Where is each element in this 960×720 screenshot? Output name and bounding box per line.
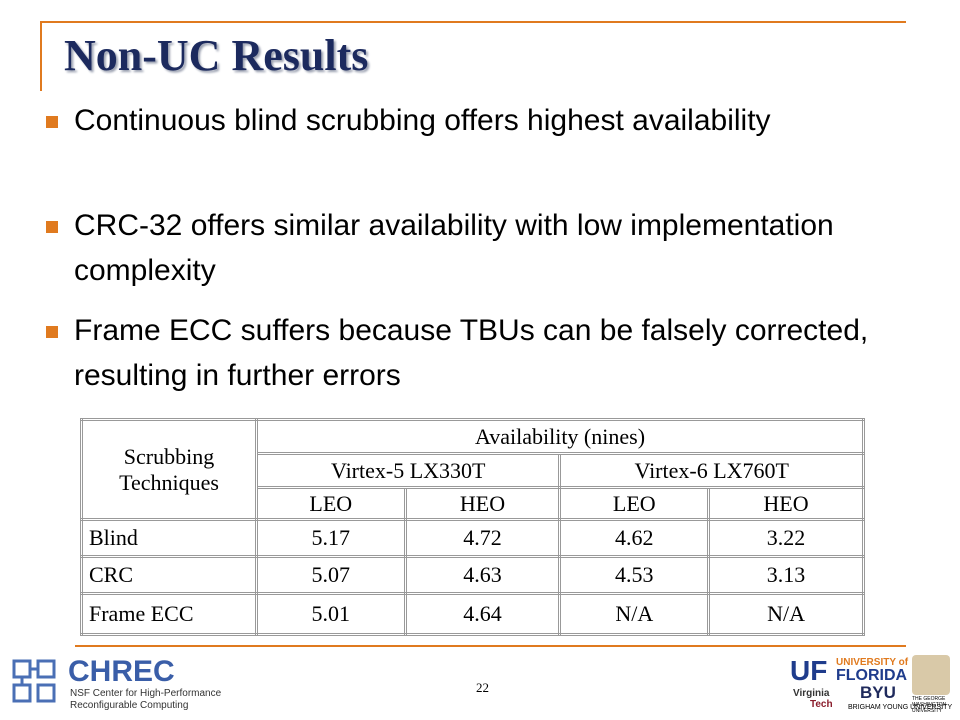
gwu-text: THE GEORGE WASHINGTON UNIVERSITY xyxy=(912,696,947,714)
chrec-text: Reconfigurable Computing xyxy=(70,700,189,711)
row-label: CRC xyxy=(80,555,258,595)
bullet-marker xyxy=(46,221,58,233)
orbit-header: LEO xyxy=(255,486,407,521)
table-cell: 4.53 xyxy=(558,555,711,595)
vt-text: Tech xyxy=(810,699,833,710)
table-cell: 4.72 xyxy=(403,518,562,558)
table-cell: 4.64 xyxy=(403,592,562,636)
gwu-seal xyxy=(912,655,950,695)
row-label: Blind xyxy=(80,518,258,558)
table-cell: 5.01 xyxy=(255,592,407,636)
vt-text: Virginia xyxy=(793,688,830,699)
table-cell: N/A xyxy=(707,592,865,636)
frame-top xyxy=(40,21,906,23)
bullet: Frame ECC suffers because TBUs can be fa… xyxy=(74,314,869,392)
title: Non-UC Results xyxy=(64,31,369,80)
table-cell: 3.13 xyxy=(707,555,865,595)
chrec-logo: CHREC xyxy=(68,655,175,688)
orbit-header: HEO xyxy=(707,486,865,521)
bullet: CRC-32 offers similar availability with … xyxy=(74,209,834,287)
byu-logo: BYU xyxy=(860,683,896,702)
corner-header: Scrubbing Techniques xyxy=(80,418,258,521)
table-cell: 3.22 xyxy=(707,518,865,558)
chrec-text: NSF Center for High-Performance xyxy=(70,688,222,699)
page-number: 22 xyxy=(476,680,489,695)
device-header: Virtex-6 LX760T xyxy=(558,452,865,489)
orbit-header: LEO xyxy=(558,486,711,521)
bullet: Continuous blind scrubbing offers highes… xyxy=(74,104,771,137)
frame-left xyxy=(40,21,42,91)
top-header: Availability (nines) xyxy=(255,418,865,455)
table-row: CRC 5.07 4.63 4.53 3.13 xyxy=(80,555,865,595)
uf-text: UNIVERSITY of xyxy=(836,657,909,668)
table-cell: 4.62 xyxy=(558,518,711,558)
byu-text: BRIGHAM YOUNG UNIVERSITY xyxy=(848,704,953,711)
footer-line xyxy=(75,645,906,647)
device-header: Virtex-5 LX330T xyxy=(254,452,562,489)
row-label: Frame ECC xyxy=(80,592,258,636)
table-cell: 5.17 xyxy=(255,518,407,558)
uf-text: FLORIDA xyxy=(836,667,908,684)
results-table: Scrubbing Techniques Availability (nines… xyxy=(80,418,865,636)
table-cell: N/A xyxy=(558,592,711,636)
chrec-icon xyxy=(12,659,56,703)
orbit-header: HEO xyxy=(403,486,562,521)
bullet-marker xyxy=(46,326,58,338)
bullet-marker xyxy=(46,116,58,128)
uf-logo: UF xyxy=(790,655,828,686)
table-row: Blind 5.17 4.72 4.62 3.22 xyxy=(80,518,865,558)
table-cell: 5.07 xyxy=(255,555,407,595)
table-row: Frame ECC 5.01 4.64 N/A N/A xyxy=(80,592,865,636)
table-cell: 4.63 xyxy=(403,555,562,595)
